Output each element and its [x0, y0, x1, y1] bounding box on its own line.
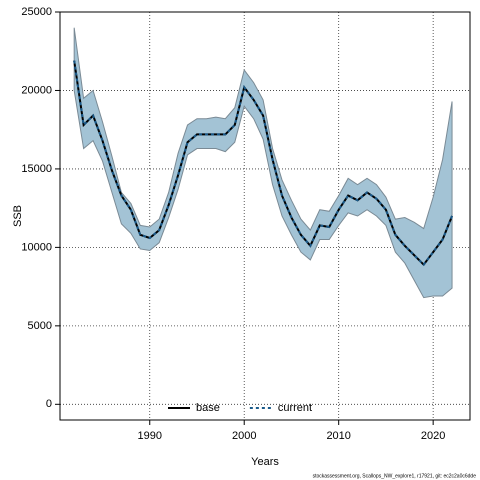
y-axis-label: SSB	[12, 205, 24, 227]
footer: stockassessment.org, Scallops_NW_explore…	[313, 473, 477, 479]
y-tick-label: 25000	[21, 6, 52, 18]
y-tick-label: 5000	[28, 320, 52, 332]
y-tick-label: 10000	[21, 241, 52, 253]
series-line	[73, 60, 453, 267]
legend-label: base	[196, 402, 220, 414]
x-tick-label: 2000	[232, 430, 256, 442]
y-tick-label: 0	[46, 398, 52, 410]
x-tick-label: 1990	[138, 430, 162, 442]
legend-label: current	[278, 402, 312, 414]
plot-frame	[59, 11, 471, 421]
x-tick-label: 2010	[326, 430, 350, 442]
y-tick-label: 15000	[21, 163, 52, 175]
y-tick-label: 20000	[21, 84, 52, 96]
x-tick-label: 2020	[421, 430, 445, 442]
confidence-band	[73, 27, 453, 299]
x-axis-label: Years	[251, 456, 279, 468]
